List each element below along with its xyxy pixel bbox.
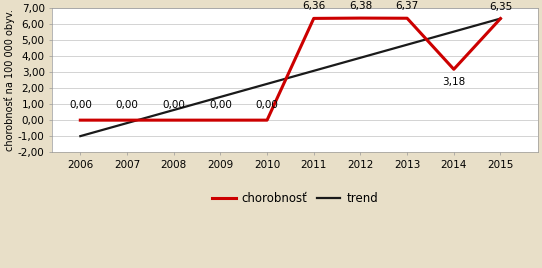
Text: 0,00: 0,00 bbox=[115, 100, 138, 110]
Text: 6,36: 6,36 bbox=[302, 1, 325, 12]
Text: 0,00: 0,00 bbox=[256, 100, 279, 110]
Text: 6,38: 6,38 bbox=[349, 1, 372, 11]
Text: 0,00: 0,00 bbox=[162, 100, 185, 110]
Text: 6,35: 6,35 bbox=[489, 2, 512, 12]
Text: 0,00: 0,00 bbox=[69, 100, 92, 110]
Text: 6,37: 6,37 bbox=[396, 1, 419, 11]
Legend: chorobnosť, trend: chorobnosť, trend bbox=[207, 187, 383, 210]
Text: 3,18: 3,18 bbox=[442, 77, 466, 87]
Text: 0,00: 0,00 bbox=[209, 100, 232, 110]
Y-axis label: chorobnosť na 100 000 obyv.: chorobnosť na 100 000 obyv. bbox=[4, 9, 15, 151]
